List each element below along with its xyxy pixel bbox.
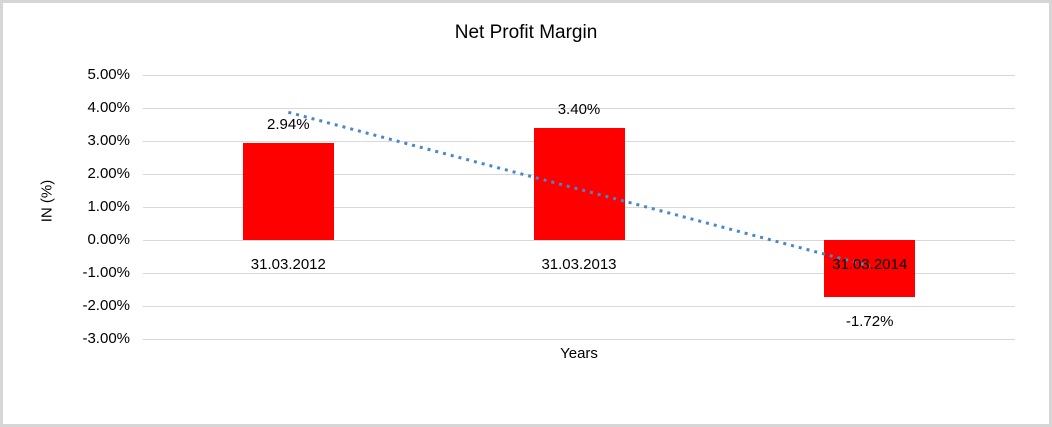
y-tick-label: -2.00% [82, 297, 130, 314]
bar-31.03.2013 [533, 128, 625, 240]
trendline [287, 110, 871, 268]
gridline [143, 273, 1015, 274]
gridline [143, 306, 1015, 307]
data-label: 2.94% [267, 116, 310, 133]
y-tick-label: 3.00% [87, 132, 130, 149]
y-tick-label: 4.00% [87, 99, 130, 116]
bar-31.03.2012 [242, 143, 334, 240]
category-label: 31.03.2012 [250, 256, 326, 273]
category-label: 31.03.2014 [832, 256, 908, 273]
y-tick-label: 0.00% [87, 231, 130, 248]
gridline [143, 108, 1015, 109]
y-tick-label: 1.00% [87, 198, 130, 215]
y-tick-label: 5.00% [87, 66, 130, 83]
y-tick-label: 2.00% [87, 165, 130, 182]
chart-title: Net Profit Margin [454, 22, 598, 43]
gridline [143, 75, 1015, 76]
gridline [143, 339, 1015, 340]
y-tick-label: -3.00% [82, 330, 130, 347]
data-label: -1.72% [845, 313, 894, 330]
data-label: 3.40% [557, 101, 601, 118]
y-tick-label: -1.00% [82, 264, 130, 281]
x-axis-title: Years [560, 345, 598, 362]
category-label: 31.03.2013 [541, 256, 617, 273]
